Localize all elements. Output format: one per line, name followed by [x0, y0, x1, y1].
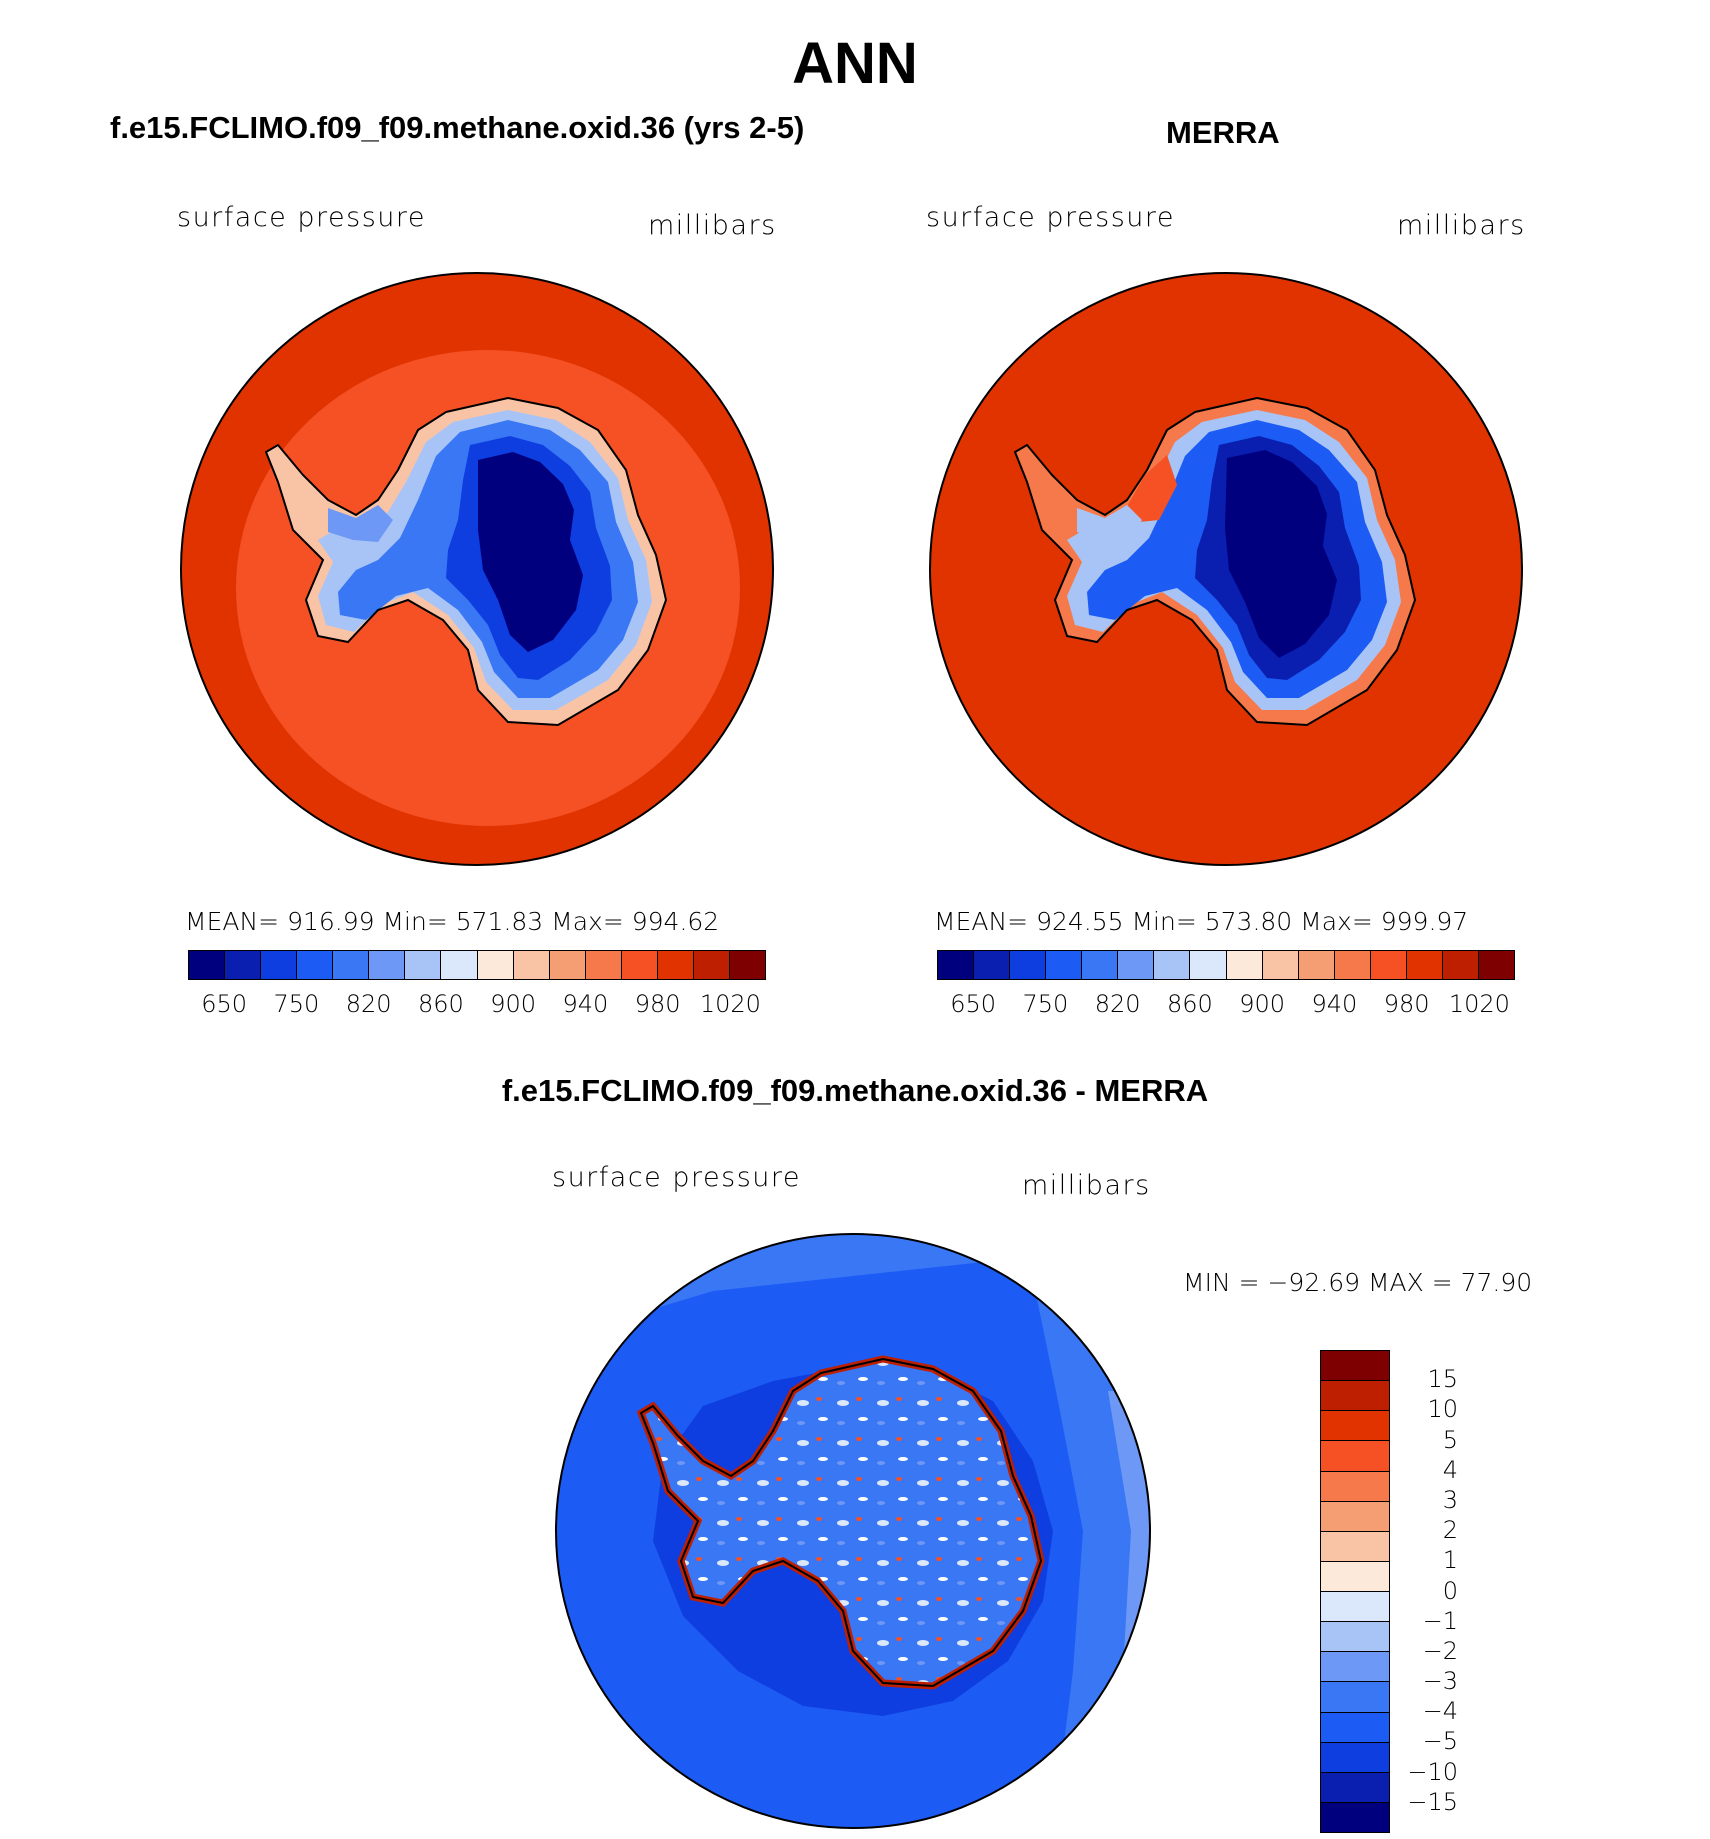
obs-colorbar-swatch — [1334, 951, 1371, 979]
obs-colorbar-tick-label: 940 — [1311, 990, 1358, 1018]
diff-colorbar-swatch — [1321, 1501, 1389, 1532]
diff-colorbar-swatch — [1321, 1592, 1389, 1623]
diff-colorbar-swatch — [1321, 1351, 1389, 1382]
model-colorbar-swatch — [513, 951, 550, 979]
obs-colorbar-tick-label: 1020 — [1448, 990, 1510, 1018]
model-colorbar-tick-label: 750 — [273, 990, 320, 1018]
diff-colorbar — [1320, 1350, 1390, 1833]
model-units-label: millibars — [648, 210, 777, 241]
diff-polar-map — [555, 1233, 1151, 1829]
diff-colorbar-swatch — [1321, 1712, 1389, 1743]
diff-stats-text: MIN = −92.69 MAX = 77.90 — [1183, 1268, 1533, 1297]
obs-colorbar-tick-label: 980 — [1383, 990, 1430, 1018]
diff-colorbar-tick-label: −5 — [1422, 1727, 1458, 1756]
diff-colorbar-tick-label: −1 — [1422, 1606, 1458, 1635]
obs-stats-text: MEAN= 924.55 Min= 573.80 Max= 999.97 — [934, 907, 1469, 936]
diff-colorbar-swatch — [1321, 1561, 1389, 1592]
obs-colorbar-swatch — [1442, 951, 1479, 979]
model-colorbar-swatch — [333, 951, 370, 979]
obs-colorbar-swatch — [1262, 951, 1299, 979]
model-colorbar-tick-label: 940 — [562, 990, 609, 1018]
obs-colorbar-swatch — [1010, 951, 1047, 979]
obs-colorbar — [937, 950, 1515, 980]
obs-variable-label: surface pressure — [926, 202, 1175, 233]
obs-colorbar-swatch — [1298, 951, 1335, 979]
model-colorbar-tick-label: 650 — [201, 990, 248, 1018]
diff-colorbar-tick-label: −15 — [1407, 1787, 1458, 1816]
model-colorbar-swatch — [729, 951, 765, 979]
diff-colorbar-tick-label: 15 — [1427, 1365, 1458, 1394]
model-colorbar-swatch — [297, 951, 334, 979]
diff-colorbar-tick-label: −10 — [1407, 1757, 1458, 1786]
diff-colorbar-swatch — [1321, 1411, 1389, 1442]
diff-colorbar-tick-label: −3 — [1422, 1667, 1458, 1696]
diff-colorbar-swatch — [1321, 1471, 1389, 1502]
model-colorbar-swatch — [261, 951, 298, 979]
model-colorbar-swatch — [585, 951, 622, 979]
model-colorbar-tick-label: 1020 — [699, 990, 761, 1018]
model-variable-label: surface pressure — [177, 202, 426, 233]
diff-colorbar-tick-label: 0 — [1442, 1576, 1458, 1605]
diff-colorbar-swatch — [1321, 1381, 1389, 1412]
obs-colorbar-tick-label: 750 — [1022, 990, 1069, 1018]
obs-units-label: millibars — [1397, 210, 1526, 241]
figure-title: ANN — [792, 31, 918, 96]
obs-colorbar-swatch — [1226, 951, 1263, 979]
diff-colorbar-tick-label: 5 — [1442, 1425, 1458, 1454]
model-colorbar-swatch — [693, 951, 730, 979]
diff-colorbar-tick-label: −2 — [1422, 1636, 1458, 1665]
diff-colorbar-swatch — [1321, 1441, 1389, 1472]
obs-colorbar-tick-label: 650 — [950, 990, 997, 1018]
model-colorbar-tick-label: 980 — [634, 990, 681, 1018]
obs-colorbar-tick-label: 820 — [1094, 990, 1141, 1018]
obs-panel-title: MERRA — [1166, 115, 1280, 150]
diff-colorbar-swatch — [1321, 1531, 1389, 1562]
model-colorbar-swatch — [549, 951, 586, 979]
diff-colorbar-tick-label: 3 — [1442, 1485, 1458, 1514]
model-colorbar-swatch — [657, 951, 694, 979]
model-colorbar-swatch — [369, 951, 406, 979]
diff-colorbar-tick-label: 2 — [1442, 1516, 1458, 1545]
obs-colorbar-tick-label: 900 — [1239, 990, 1286, 1018]
obs-colorbar-swatch — [1406, 951, 1443, 979]
diff-colorbar-tick-label: 4 — [1442, 1455, 1458, 1484]
model-colorbar-swatch — [477, 951, 514, 979]
model-polar-map — [180, 272, 774, 866]
model-colorbar-tick-label: 860 — [417, 990, 464, 1018]
diff-colorbar-swatch — [1321, 1772, 1389, 1803]
model-colorbar-swatch — [189, 951, 226, 979]
diff-colorbar-tick-label: 1 — [1442, 1546, 1458, 1575]
diff-colorbar-swatch — [1321, 1622, 1389, 1653]
obs-polar-map — [929, 272, 1523, 866]
diff-colorbar-swatch — [1321, 1682, 1389, 1713]
diff-colorbar-tick-label: −4 — [1422, 1697, 1458, 1726]
model-colorbar-swatch — [621, 951, 658, 979]
obs-colorbar-swatch — [1082, 951, 1119, 979]
model-colorbar-swatch — [405, 951, 442, 979]
obs-colorbar-swatch — [974, 951, 1011, 979]
obs-colorbar-tick-label: 860 — [1166, 990, 1213, 1018]
diff-colorbar-tick-label: 10 — [1427, 1395, 1458, 1424]
model-colorbar-tick-label: 900 — [490, 990, 537, 1018]
model-colorbar-tick-label: 820 — [345, 990, 392, 1018]
obs-colorbar-swatch — [1154, 951, 1191, 979]
diff-colorbar-swatch — [1321, 1652, 1389, 1683]
obs-colorbar-swatch — [1046, 951, 1083, 979]
diff-panel-title: f.e15.FCLIMO.f09_f09.methane.oxid.36 - M… — [501, 1073, 1209, 1108]
diff-colorbar-swatch — [1321, 1802, 1389, 1832]
obs-colorbar-swatch — [1478, 951, 1514, 979]
obs-colorbar-swatch — [1190, 951, 1227, 979]
diff-variable-label: surface pressure — [552, 1162, 801, 1193]
diff-units-label: millibars — [1022, 1170, 1151, 1201]
model-panel-title: f.e15.FCLIMO.f09_f09.methane.oxid.36 (yr… — [110, 110, 805, 145]
obs-colorbar-swatch — [1118, 951, 1155, 979]
obs-colorbar-swatch — [1370, 951, 1407, 979]
model-colorbar-swatch — [225, 951, 262, 979]
model-colorbar-swatch — [441, 951, 478, 979]
obs-colorbar-swatch — [938, 951, 975, 979]
diff-colorbar-swatch — [1321, 1742, 1389, 1773]
model-stats-text: MEAN= 916.99 Min= 571.83 Max= 994.62 — [185, 907, 720, 936]
model-colorbar — [188, 950, 766, 980]
